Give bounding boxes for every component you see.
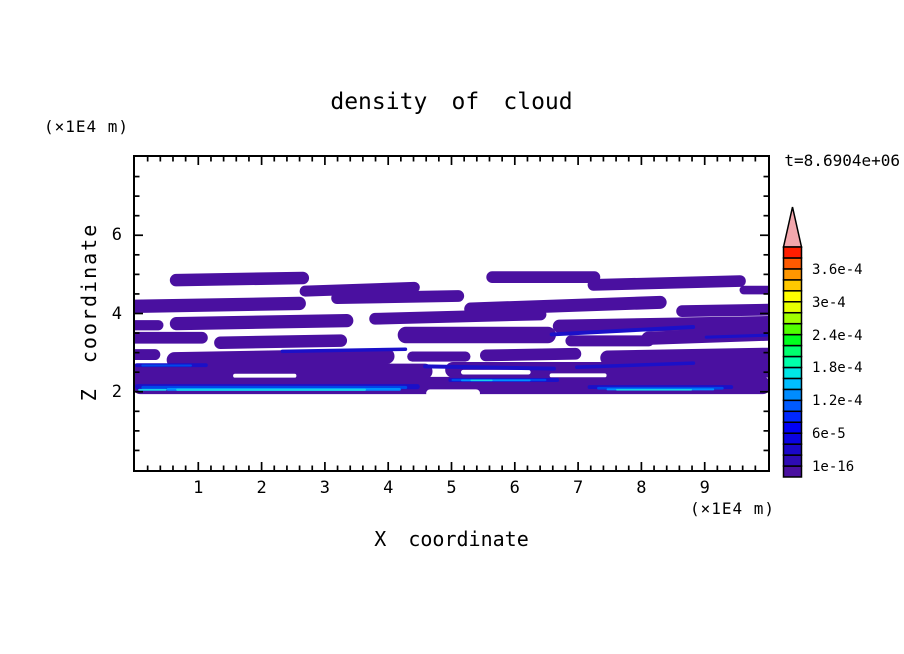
contour-band-l5 xyxy=(138,388,167,391)
contour-band-l1 xyxy=(407,351,471,362)
x-tick-label: 2 xyxy=(256,478,267,498)
colorbar-label: 3.6e-4 xyxy=(812,261,863,278)
colorbar-label: 1.8e-4 xyxy=(812,360,863,377)
contour-band-l1 xyxy=(676,303,768,318)
contour-band-l2 xyxy=(704,333,768,339)
chart-title: density of cloud xyxy=(330,89,573,115)
contour-band-l1 xyxy=(135,349,161,361)
colorbar-segment xyxy=(782,465,803,478)
z-axis-unit-label: (×1E4 m) xyxy=(44,117,130,136)
contour-band-l5 xyxy=(616,389,693,391)
colorbar-segment xyxy=(782,421,803,434)
colorbar-segment xyxy=(782,454,803,467)
contour-band-l1 xyxy=(565,335,655,347)
colorbar-segment xyxy=(782,257,803,270)
colorbar-label: 6e-5 xyxy=(812,426,846,443)
contour-band-l1 xyxy=(299,281,420,297)
colorbar-segment xyxy=(782,410,803,423)
z-tick-label: 2 xyxy=(111,381,122,402)
colorbar-label: 3e-4 xyxy=(812,294,846,311)
colorbar-segment xyxy=(782,290,803,303)
contour-band-l1 xyxy=(135,296,306,313)
colorbar-segment xyxy=(782,322,803,336)
colorbar-segment xyxy=(782,388,803,402)
colorbar xyxy=(782,206,803,478)
x-tick-label: 7 xyxy=(572,478,584,498)
z-tick-label: 4 xyxy=(111,303,122,324)
colorbar-segment xyxy=(782,355,803,369)
plot-area xyxy=(133,155,770,472)
colorbar-segment xyxy=(782,268,803,281)
contour-band-l1 xyxy=(486,271,601,283)
x-axis-unit-label: (×1E4 m) xyxy=(689,499,775,518)
colorbar-label: 2.4e-4 xyxy=(812,327,863,344)
x-tick-label: 1 xyxy=(193,478,204,498)
contour-band-l1 xyxy=(135,363,433,380)
x-tick-label: 8 xyxy=(636,478,647,498)
contour-gap xyxy=(233,373,297,378)
colorbar-segment xyxy=(782,311,803,325)
contour-band-l1 xyxy=(397,326,556,344)
colorbar-segment xyxy=(782,344,803,358)
time-stamp-label: t=8.6904e+06 xyxy=(784,151,900,170)
contour-gap xyxy=(460,369,531,375)
contour-band-l1 xyxy=(169,271,310,287)
x-tick-label: 3 xyxy=(319,478,331,498)
contour-band-l1 xyxy=(169,313,354,331)
colorbar-segment xyxy=(782,377,803,391)
colorbar-segment xyxy=(782,279,803,292)
x-tick-label: 5 xyxy=(446,478,457,498)
colorbar-segment xyxy=(782,399,803,413)
contour-band-l1 xyxy=(600,347,768,366)
contour-band-l3 xyxy=(141,364,192,367)
contour-band-l1 xyxy=(135,331,208,344)
contour-band-l1 xyxy=(135,320,164,331)
contour-band-l1 xyxy=(464,295,667,316)
x-axis-title: X coordinate xyxy=(374,527,529,551)
colorbar-segment xyxy=(782,301,803,314)
colorbar-overflow-arrow xyxy=(782,206,803,248)
contour-gap xyxy=(426,389,480,398)
colorbar-segment xyxy=(782,366,803,380)
contour-band-l1 xyxy=(552,315,768,333)
contour-gap xyxy=(549,373,607,378)
contour-band-l1 xyxy=(587,275,746,291)
x-tick-label: 9 xyxy=(699,478,710,498)
contour-band-l1 xyxy=(479,347,582,362)
colorbar-segment xyxy=(782,432,803,445)
colorbar-segment xyxy=(782,246,803,259)
contour-band-l2 xyxy=(423,364,556,371)
colorbar-label: 1.2e-4 xyxy=(812,393,863,410)
contour-band-l2 xyxy=(549,325,696,337)
contour-band-l5 xyxy=(176,388,367,391)
contour-band-l2 xyxy=(280,347,408,354)
z-axis-title: Z coordinate xyxy=(77,222,101,402)
contour-band-l1 xyxy=(739,285,768,295)
contour-band-l1 xyxy=(214,334,348,349)
z-tick-label: 6 xyxy=(111,225,122,246)
contour-band-l2 xyxy=(574,361,696,369)
contour-plot-svg xyxy=(135,157,768,470)
x-tick-label: 4 xyxy=(383,478,394,498)
colorbar-label: 1e-16 xyxy=(812,459,855,476)
colorbar-segment xyxy=(782,443,803,456)
colorbar-segment xyxy=(782,333,803,347)
contour-band-l1 xyxy=(166,348,395,368)
contour-band-l5 xyxy=(470,379,493,382)
x-tick-label: 6 xyxy=(509,478,520,498)
